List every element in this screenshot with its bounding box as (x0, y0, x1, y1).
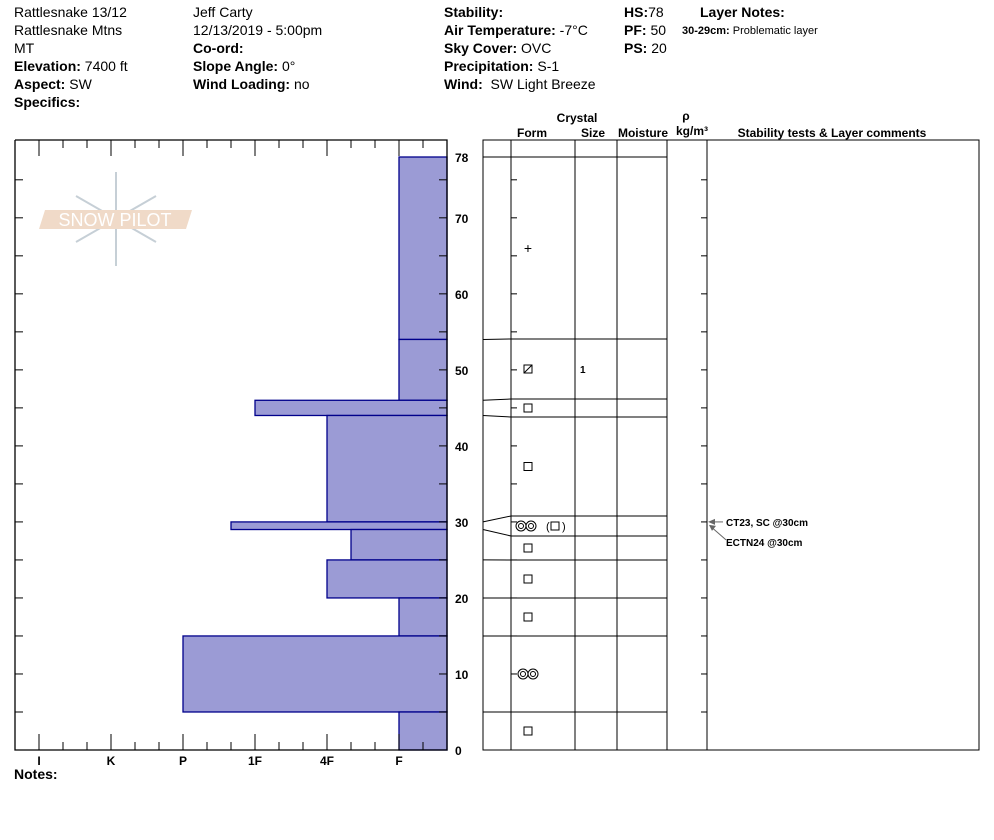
hardness-bar-6 (326, 559, 448, 599)
slope-angle: Slope Angle: 0° (193, 58, 296, 74)
paren: ) (562, 521, 566, 533)
x-tick-label: F (395, 754, 402, 768)
arrow-head (708, 518, 715, 525)
slash (523, 364, 533, 374)
stability-test-label: ECTN24 @30cm (726, 538, 803, 549)
arrow-head (709, 524, 716, 531)
logo-text: SNOW PILOT (58, 210, 171, 230)
depth-connector (482, 515, 512, 523)
col-crystal: Crystal (557, 111, 598, 125)
depth-hoar-icon (527, 668, 539, 680)
stability: Stability: (444, 4, 504, 20)
observer: Jeff Carty (193, 4, 253, 20)
crystal-size: 1 (580, 365, 586, 376)
site-name: Rattlesnake 13/12 (14, 4, 127, 20)
hardness-bar-5 (350, 528, 448, 561)
col-rho: ρ (682, 109, 689, 123)
y-tick-label: 50 (455, 364, 469, 378)
depth-hoar-icon (515, 520, 527, 532)
y-tick-label: 78 (455, 151, 469, 165)
faceted-icon (523, 403, 533, 413)
col-moisture: Moisture (618, 126, 668, 140)
hs: HS:78 (624, 4, 664, 20)
y-tick-label: 70 (455, 212, 469, 226)
x-tick-label: 4F (320, 754, 334, 768)
pf: PF: 50 (624, 22, 667, 38)
range-name: Rattlesnake Mtns (14, 22, 123, 38)
wind: Wind: SW Light Breeze (444, 76, 596, 92)
layer-notes-title: Layer Notes: (700, 4, 785, 20)
x-tick-label: I (37, 754, 40, 768)
header-col3: Stability: Air Temperature: -7°C Sky Cov… (444, 3, 596, 93)
ps: PS: 20 (624, 40, 667, 56)
wind-loading: Wind Loading: no (193, 76, 310, 92)
sky-cover: Sky Cover: OVC (444, 40, 552, 56)
faceted-icon (523, 726, 533, 736)
y-tick-label: 0 (455, 744, 462, 758)
specifics: Specifics: (14, 94, 81, 110)
precip-particles-icon: + (524, 240, 532, 256)
depth-hoar-icon (517, 668, 529, 680)
y-tick-label: 30 (455, 516, 469, 530)
snowpilot-logo: SNOW PILOT (39, 172, 192, 266)
stability-test-label: CT23, SC @30cm (726, 518, 808, 529)
hardness-bar-9 (398, 711, 448, 751)
air-temperature: Air Temperature: -7°C (444, 22, 588, 38)
depth-hoar-icon-inner (530, 671, 536, 677)
y-tick-label: 20 (455, 592, 469, 606)
depth-connector (482, 398, 512, 401)
x-tick-label: P (179, 754, 187, 768)
hardness-bar-4 (230, 521, 448, 531)
x-tick-label: 1F (248, 754, 262, 768)
depth-hoar-icon-inner (520, 671, 526, 677)
col-comments: Stability tests & Layer comments (738, 126, 927, 140)
aspect: Aspect: SW (14, 76, 92, 92)
depth-hoar-icon-inner (528, 523, 534, 529)
col-form: Form (517, 126, 547, 140)
paren: ( (546, 521, 550, 533)
depth-connector (482, 414, 512, 418)
layer-note: 30-29cm: Problematic layer (682, 25, 818, 37)
faceted-icon (550, 521, 560, 531)
hardness-bar-3 (326, 414, 448, 523)
faceted-icon (523, 543, 533, 553)
col-size: Size (581, 126, 605, 140)
faceted-icon (523, 612, 533, 622)
datetime: 12/13/2019 - 5:00pm (193, 22, 323, 38)
hardness-bar-8 (182, 635, 448, 713)
col-density: kg/m³ (676, 124, 708, 138)
header-col4: HS:78 PF: 50 PS: 20 (624, 3, 667, 57)
hardness-bar-2 (254, 399, 448, 417)
layer-table (482, 139, 980, 751)
elevation: Elevation: 7400 ft (14, 58, 128, 74)
y-tick-label: 10 (455, 668, 469, 682)
faceted-rounded-icon (523, 364, 533, 374)
precipitation: Precipitation: S-1 (444, 58, 560, 74)
notes-label: Notes: (14, 766, 58, 782)
hardness-bar-0 (398, 156, 448, 341)
depth-hoar-icon (525, 520, 537, 532)
faceted-icon (523, 574, 533, 584)
depth-connector (482, 529, 512, 537)
faceted-icon (523, 462, 533, 471)
y-tick-label: 40 (455, 440, 469, 454)
state: MT (14, 40, 35, 56)
y-tick-label: 60 (455, 288, 469, 302)
hardness-bar-7 (398, 597, 448, 637)
header-col2: Jeff Carty 12/13/2019 - 5:00pm Co-ord: S… (193, 3, 322, 93)
header-col1: Rattlesnake 13/12 Rattlesnake Mtns MT El… (14, 3, 128, 111)
x-tick-label: K (107, 754, 116, 768)
coord: Co-ord: (193, 40, 244, 56)
depth-hoar-icon-inner (518, 523, 524, 529)
